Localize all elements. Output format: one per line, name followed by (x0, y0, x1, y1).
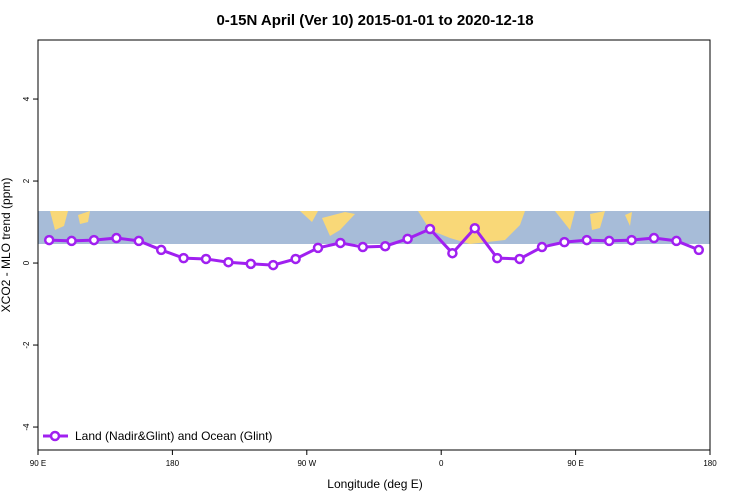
y-tick-label: -4 (22, 423, 31, 431)
point (379, 240, 391, 252)
point (245, 258, 257, 270)
point (491, 252, 503, 264)
y-tick-label: 2 (22, 178, 31, 183)
point (559, 236, 570, 248)
point (111, 232, 122, 244)
point (267, 259, 279, 271)
chart-title: 0-15N April (Ver 10) 2015-01-01 to 2020-… (216, 12, 533, 29)
x-tick-label: 90 E (567, 459, 583, 468)
legend-label: Land (Nadir&Glint) and Ocean (Glint) (75, 429, 272, 443)
point (469, 222, 481, 234)
y-tick-label: 0 (22, 260, 31, 265)
x-tick-label: 90 E (30, 459, 46, 468)
y-axis-label: XCO2 - MLO trend (ppm) (0, 178, 13, 313)
x-axis-label: Longitude (deg E) (327, 477, 422, 491)
map-band (38, 211, 710, 244)
legend-marker (49, 430, 61, 442)
point (290, 253, 301, 265)
x-tick-label: 90 W (297, 459, 316, 468)
x-tick-label: 180 (166, 459, 180, 468)
point (648, 232, 660, 244)
point (357, 241, 369, 253)
x-tick-label: 0 (439, 459, 444, 468)
point (335, 237, 346, 249)
y-tick-label: -2 (22, 341, 31, 349)
y-tick-label: 4 (22, 96, 31, 101)
point (514, 253, 525, 265)
point (402, 233, 413, 245)
point (581, 234, 593, 246)
point (66, 235, 77, 247)
point (155, 244, 167, 256)
point (447, 247, 458, 259)
plot-frame (37, 39, 711, 451)
point (536, 241, 548, 253)
point (424, 223, 436, 235)
point (200, 253, 212, 265)
point (312, 242, 324, 254)
point (178, 252, 189, 264)
point (133, 235, 145, 247)
point (223, 256, 234, 268)
point (626, 234, 637, 246)
point (43, 234, 55, 246)
point (603, 235, 615, 247)
x-tick-label: 180 (703, 459, 717, 468)
point (88, 234, 100, 246)
point (671, 235, 682, 247)
point (693, 244, 705, 256)
